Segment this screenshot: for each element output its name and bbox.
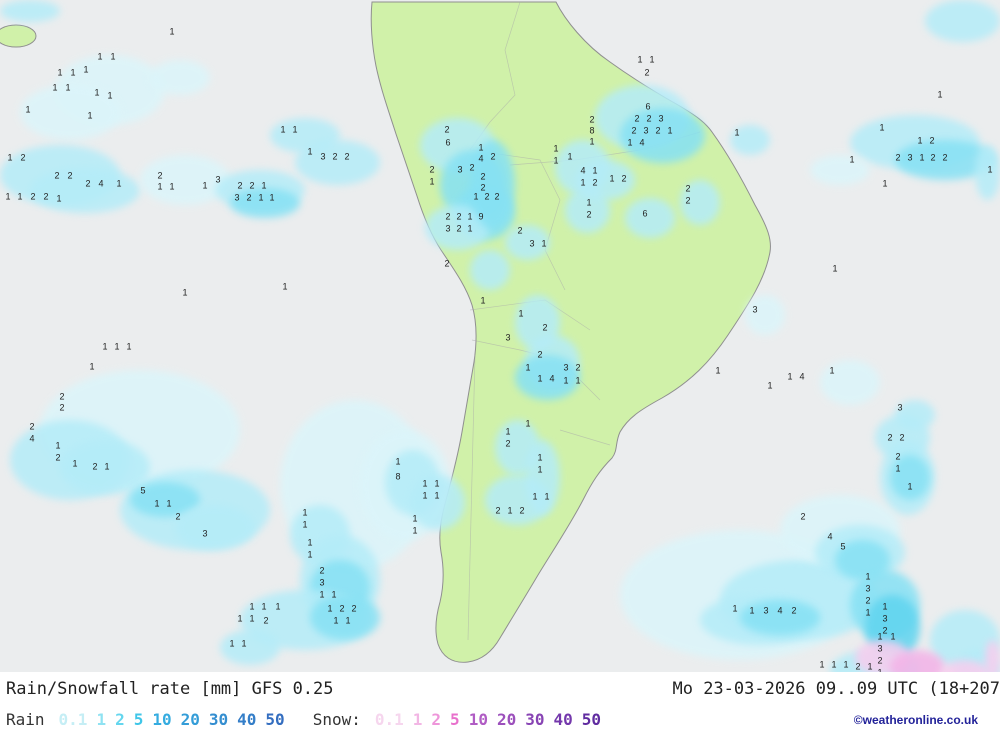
- legend-bar: Rain 0.1 1 2 5 10 20 30 40 50 Snow: 0.1 1 2 5 10 20 30…: [0, 706, 1000, 733]
- legend-snow-value-5: 5: [450, 710, 460, 729]
- map-title: Rain/Snowfall rate [mm] GFS 0.25: [6, 679, 334, 699]
- legend-snow-value-2: 2: [431, 710, 442, 729]
- south-america-basemap: [0, 0, 1000, 672]
- legend-rain-values: 0.1 1 2 5 10 20 30 40 50: [59, 710, 285, 729]
- legend-rain-value-50: 50: [265, 710, 285, 729]
- legend-snow-value-10: 10: [468, 710, 488, 729]
- legend-rain-value-20: 20: [180, 710, 200, 729]
- legend-snow-value-20: 20: [496, 710, 517, 729]
- legend-rain-value-1: 1: [96, 710, 107, 729]
- legend-snow-value-0.1: 0.1: [374, 710, 404, 729]
- copyright-link[interactable]: ©weatheronline.co.uk: [853, 712, 978, 727]
- legend-rain-label: Rain: [6, 710, 45, 729]
- legend-rain-value-10: 10: [152, 710, 172, 729]
- land-fragment: [0, 24, 37, 48]
- legend-rain-value-5: 5: [133, 710, 144, 729]
- legend-snow-value-30: 30: [525, 710, 545, 729]
- legend-snow-values: 0.1 1 2 5 10 20 30 40 50: [375, 710, 601, 729]
- legend-snow-value-1: 1: [412, 710, 423, 729]
- legend-rain-value-30: 30: [208, 710, 229, 729]
- legend-rain-value-2: 2: [115, 710, 125, 729]
- legend-rain-value-0.1: 0.1: [58, 710, 88, 729]
- legend-snow-label: Snow:: [312, 710, 361, 729]
- legend-rain-value-40: 40: [237, 710, 257, 729]
- title-bar: Rain/Snowfall rate [mm] GFS 0.25 Mo 23-0…: [0, 672, 1000, 706]
- legend-snow-value-40: 40: [553, 710, 573, 729]
- legend-snow-value-50: 50: [581, 710, 602, 729]
- map-datetime: Mo 23-03-2026 09..09 UTC (18+207: [672, 679, 1000, 699]
